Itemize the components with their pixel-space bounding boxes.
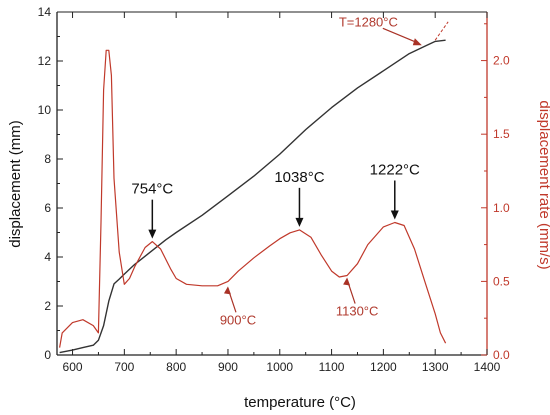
series-layer xyxy=(59,21,449,354)
annotation-label: 1130°C xyxy=(336,304,379,319)
displacement-rate-line xyxy=(59,49,447,348)
extrapolation-line xyxy=(434,21,449,41)
x-tick-label: 800 xyxy=(166,360,186,374)
y-left-tick-label: 2 xyxy=(44,299,51,313)
y-left-tick-label: 8 xyxy=(44,152,51,166)
axis-ticks xyxy=(57,11,488,356)
y-right-tick-label: 1.5 xyxy=(493,127,510,141)
y-right-tick-label: 0.0 xyxy=(493,348,510,362)
annotation-arrowhead xyxy=(390,210,399,220)
annotation-label: T=1280°C xyxy=(339,14,398,29)
y-left-tick-label: 14 xyxy=(38,5,52,19)
x-tick-label: 1000 xyxy=(266,360,293,374)
x-tick-label: 1300 xyxy=(422,360,449,374)
y-left-tick-label: 12 xyxy=(38,54,52,68)
x-tick-label: 1100 xyxy=(319,360,345,374)
y-right-tick-label: 0.5 xyxy=(493,274,510,288)
y-axis-right-title: displacement rate (mm/s) xyxy=(536,100,550,269)
plot-frame xyxy=(56,11,488,356)
annotation-layer xyxy=(148,27,422,313)
x-tick-label: 1400 xyxy=(474,360,501,374)
annotation-arrowhead xyxy=(343,277,351,286)
x-tick-label: 900 xyxy=(218,360,238,374)
annotation-label: 1038°C xyxy=(274,169,324,186)
annotation-arrowhead xyxy=(412,38,422,46)
displacement-line xyxy=(59,39,446,354)
annotation-arrowhead xyxy=(223,286,231,295)
y-left-tick-label: 10 xyxy=(38,103,52,117)
annotation-label: 900°C xyxy=(220,312,256,327)
y-right-tick-label: 1.0 xyxy=(493,201,510,215)
annotation-arrowhead xyxy=(148,229,157,239)
annotation-label: 1222°C xyxy=(370,162,420,179)
y-left-tick-label: 6 xyxy=(44,201,51,215)
y-right-tick-label: 2.0 xyxy=(493,54,510,68)
y-axis-left-title: displacement (mm) xyxy=(7,120,24,248)
x-axis-title: temperature (°C) xyxy=(244,394,356,411)
label-layer: 600 700 800 900 1000 1100 1200 1300 1400 0 2 4 6 8 10 1… xyxy=(38,5,510,374)
y-left-tick-label: 4 xyxy=(44,250,51,264)
x-tick-label: 600 xyxy=(63,360,83,374)
x-tick-label: 700 xyxy=(114,360,134,374)
annotation-arrowhead xyxy=(295,217,304,227)
annotation-arrow xyxy=(382,27,420,44)
x-tick-label: 1200 xyxy=(370,360,397,374)
annotation-label: 754°C xyxy=(131,181,173,198)
y-left-tick-label: 0 xyxy=(44,348,51,362)
